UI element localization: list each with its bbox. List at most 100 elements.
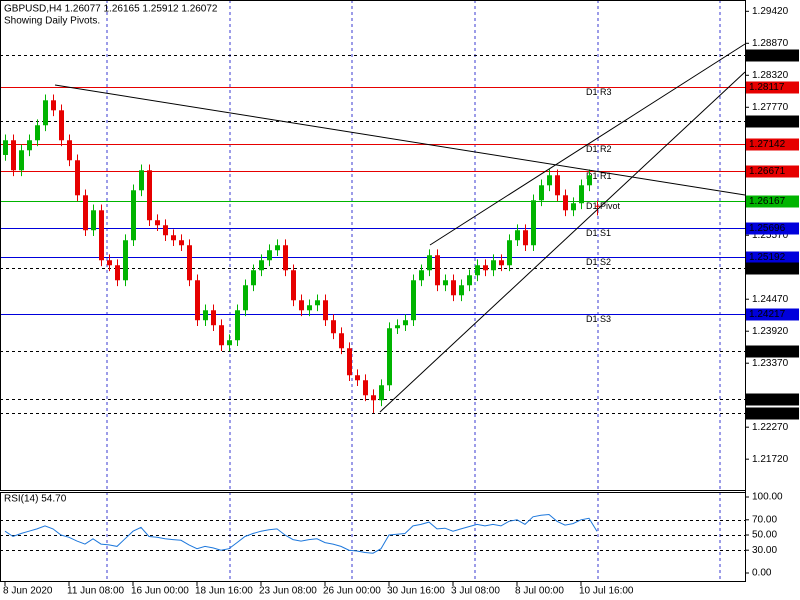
level-price-label: 1.22763 [749,394,786,405]
candle-body [315,300,320,306]
level-price-box [746,49,799,62]
candle-body [187,245,192,281]
y-tick-label: 1.23370 [752,358,789,369]
rsi-panel [0,513,745,554]
candle-body [331,320,336,334]
candle-body [387,328,392,386]
candle-body [307,305,312,311]
level-name: D1 Pivot [586,201,621,211]
candle-body [515,230,520,241]
candle-body [203,310,208,321]
rsi-panel-frame [0,492,746,582]
candle-body [115,265,120,281]
candle-body [67,140,72,161]
candle-body [283,245,288,271]
y-tick-label: 1.25570 [752,230,789,241]
candles [3,94,600,413]
candle-body [131,190,136,241]
candle-body [395,325,400,329]
level-price-box [746,115,799,128]
trend-line [379,71,746,413]
pivot-levels: D1 R3 D1 R2 D1 R1 D1 Pivot D1 S1 D1 S2 D1 S3 [0,55,745,414]
level-name: D1 R1 [586,171,612,181]
candle-body [251,270,256,286]
rsi-y-tick-label: 0.00 [752,568,772,579]
candle-body [123,240,128,281]
level-price-box [746,407,799,420]
x-tick-label: 8 Jul 00:00 [515,586,564,597]
candle-body [291,270,296,301]
candle-body [51,100,56,111]
candle-body [259,260,264,271]
candle-body [235,310,240,341]
price-panel-frame [0,0,746,491]
candle-body [267,250,272,261]
candle-body [355,375,360,381]
y-tick-label: 1.23920 [752,326,789,337]
candle-body [379,385,384,401]
candle-body [275,245,280,251]
level-price-label: 1.25696 [749,223,786,234]
x-tick-label: 18 Jun 16:00 [195,586,253,597]
x-tick-label: 23 Jun 08:00 [259,586,317,597]
candle-body [35,125,40,141]
level-name: D1 S2 [586,257,611,267]
rsi-y-tick-label: 100.00 [752,492,783,503]
candle-body [227,340,232,346]
level-price-box [746,81,799,94]
candle-body [403,320,408,326]
x-tick-label: 30 Jun 16:00 [387,586,445,597]
x-tick-label: 11 Jun 08:00 [67,586,125,597]
rsi-title: RSI(14) 54.70 [4,494,67,505]
level-name: D1 R2 [586,144,612,154]
candle-body [43,100,48,126]
candle-body [171,235,176,241]
level-price-label: 1.25000 [749,263,786,274]
level-price-box [746,262,799,275]
candle-body [435,255,440,286]
level-price-box [746,345,799,358]
x-tick-label: 26 Jun 00:00 [323,586,381,597]
candle-body [299,300,304,311]
level-price-label: 1.27142 [749,139,786,150]
level-price-label: 1.28672 [749,50,786,61]
level-name: D1 S1 [586,228,611,238]
y-tick-label: 1.27770 [752,102,789,113]
x-tick-label: 3 Jul 08:00 [451,586,500,597]
y-tick-label: 1.22270 [752,422,789,433]
y-tick-label: 1.28320 [752,70,789,81]
candle-body [571,203,576,211]
y-tick-label: 1.24470 [752,294,789,305]
level-price-box [746,222,799,235]
level-price-box [746,308,799,321]
candle-body [595,205,600,207]
level-name: D1 S3 [586,314,611,324]
candle-body [75,160,80,196]
x-tick-label: 16 Jun 00:00 [131,586,189,597]
candle-body [59,110,64,141]
candle-body [155,220,160,226]
level-price-label: 1.27540 [749,116,786,127]
candle-body [547,175,552,186]
candle-body [587,175,592,186]
candle-body [459,285,464,296]
trend-lines [54,43,746,413]
level-price-label: 1.26671 [749,166,786,177]
candle-body [579,185,584,204]
axes: 1.29420 1.28870 1.28320 1.27770 1.25570 1.244… [3,0,799,597]
candle-body [211,310,216,326]
candle-body [483,265,488,271]
time-grid [106,0,721,582]
candle-body [139,170,144,191]
y-tick-label: 1.28870 [752,38,789,49]
candle-body [99,210,104,261]
level-price-label: 1.23577 [749,346,786,357]
rsi-y-tick-label: 50.00 [752,530,777,541]
candle-body [411,280,416,321]
x-tick-label: 8 Jun 2020 [3,586,53,597]
candle-body [107,260,112,266]
level-price-label: 1.28117 [749,82,785,93]
level-price-box [746,138,799,151]
candle-body [539,185,544,201]
